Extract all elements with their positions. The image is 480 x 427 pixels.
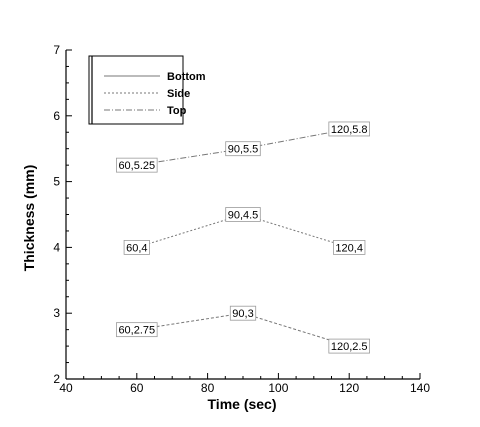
- data-label: 120,2.5: [331, 341, 368, 353]
- data-point-label: 90,5.5: [225, 141, 261, 157]
- data-point-label: 60,4: [123, 239, 150, 255]
- data-label-box: [116, 322, 158, 338]
- x-tick-label: 140: [410, 381, 430, 395]
- x-tick-label: 40: [59, 381, 73, 395]
- y-tick-label: 2: [53, 372, 60, 386]
- data-label-box: [116, 157, 158, 173]
- data-label-box: [123, 239, 150, 255]
- data-label: 90,4.5: [228, 210, 259, 222]
- data-label-box: [328, 338, 370, 354]
- legend-box: [88, 55, 184, 125]
- y-tick-label: 7: [53, 43, 60, 57]
- legend-label-bottom: Bottom: [167, 71, 206, 83]
- data-point-label: 90,4.5: [225, 207, 261, 222]
- data-label: 120,4: [335, 242, 363, 254]
- data-label-box: [225, 207, 261, 222]
- y-tick-label: 6: [53, 109, 60, 123]
- data-label: 60,2.75: [118, 325, 155, 337]
- data-label: 120,5.8: [331, 124, 368, 136]
- series-top: 60,5.25 90,5.5 120,5.8: [116, 121, 370, 173]
- data-label-box: [225, 141, 261, 157]
- y-tick-label: 5: [53, 175, 60, 189]
- data-point-label: 60,5.25: [116, 157, 158, 173]
- data-point-label: 90,3: [229, 305, 257, 321]
- series-layer: 60,2.75 90,3 120,2.5 60,4 90,4.5 120,4 60,5.25…: [116, 121, 370, 354]
- y-tick-label: 4: [53, 240, 60, 254]
- data-label-box: [229, 305, 257, 321]
- legend-label-top: Top: [167, 105, 187, 117]
- x-tick-label: 100: [268, 381, 288, 395]
- data-label: 60,5.25: [118, 160, 155, 172]
- y-tick-label: 3: [53, 306, 60, 320]
- x-axis-title: Time (sec): [208, 396, 277, 412]
- series-line: [136, 213, 350, 248]
- y-axis-title: Thickness (mm): [21, 165, 37, 272]
- data-label: 60,4: [126, 242, 147, 254]
- x-tick-label: 60: [130, 381, 144, 395]
- data-point-label: 120,5.8: [328, 121, 370, 137]
- data-label: 90,3: [232, 308, 253, 320]
- axes: 40 60 80 100 120 140 2 3 4 5 6 7: [53, 43, 430, 395]
- data-label-box: [328, 121, 370, 137]
- legend: Bottom Side Top: [88, 55, 206, 125]
- data-point-label: 120,2.5: [328, 338, 370, 354]
- x-tick-label: 80: [201, 381, 215, 395]
- data-label-box: [333, 239, 366, 255]
- data-label: 90,5.5: [228, 144, 259, 156]
- data-point-label: 120,4: [333, 239, 366, 255]
- series-bottom: 60,2.75 90,3 120,2.5: [116, 305, 370, 354]
- x-tick-label: 120: [339, 381, 359, 395]
- data-point-label: 60,2.75: [116, 322, 158, 338]
- legend-label-side: Side: [167, 88, 190, 100]
- series-side: 60,4 90,4.5 120,4: [123, 207, 366, 255]
